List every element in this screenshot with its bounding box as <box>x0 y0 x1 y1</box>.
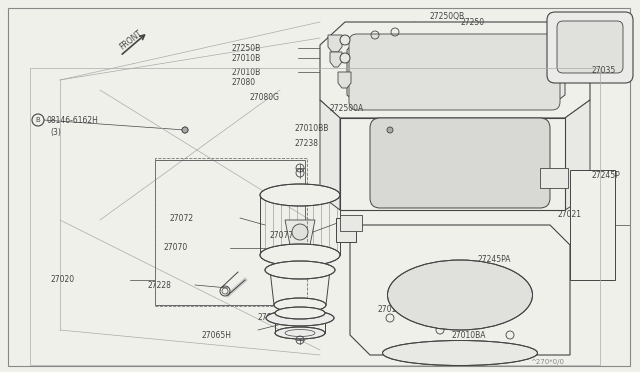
Text: 27020: 27020 <box>50 276 74 285</box>
Text: 27077: 27077 <box>270 231 294 240</box>
Text: B: B <box>36 117 40 123</box>
Ellipse shape <box>274 298 326 312</box>
Circle shape <box>340 35 350 45</box>
Text: 27021: 27021 <box>558 209 582 218</box>
Text: 27010BC: 27010BC <box>258 314 292 323</box>
Text: (3): (3) <box>50 128 61 137</box>
Polygon shape <box>347 35 565 108</box>
Text: 27245P: 27245P <box>592 170 621 180</box>
Text: 27245PA: 27245PA <box>478 256 511 264</box>
Polygon shape <box>328 35 342 52</box>
Text: FRONT: FRONT <box>118 29 144 52</box>
Circle shape <box>387 127 393 133</box>
Text: 27250B: 27250B <box>232 44 261 52</box>
Text: 27250QB: 27250QB <box>430 12 465 20</box>
Text: 27010BC: 27010BC <box>378 305 412 314</box>
Text: 27065H: 27065H <box>202 330 232 340</box>
Polygon shape <box>285 220 315 245</box>
Bar <box>336 218 356 242</box>
Text: 27080G: 27080G <box>250 93 280 102</box>
Ellipse shape <box>275 307 325 319</box>
FancyBboxPatch shape <box>370 118 550 208</box>
FancyBboxPatch shape <box>557 21 623 73</box>
Text: 27080: 27080 <box>232 77 256 87</box>
Polygon shape <box>330 52 342 67</box>
Text: 27010BA: 27010BA <box>452 330 486 340</box>
Text: 27010B: 27010B <box>232 54 261 62</box>
Ellipse shape <box>383 340 538 366</box>
Ellipse shape <box>260 184 340 206</box>
Bar <box>155 158 307 306</box>
Circle shape <box>292 224 308 240</box>
Circle shape <box>182 127 188 133</box>
Ellipse shape <box>275 327 325 339</box>
Text: 08146-6162H: 08146-6162H <box>46 115 98 125</box>
Ellipse shape <box>387 260 532 330</box>
Circle shape <box>340 53 350 63</box>
Bar <box>570 170 615 280</box>
Text: 27228: 27228 <box>148 280 172 289</box>
Polygon shape <box>565 100 590 210</box>
Text: 27250: 27250 <box>461 17 485 26</box>
Ellipse shape <box>265 261 335 279</box>
Text: 27072: 27072 <box>170 214 194 222</box>
Text: 27010BC: 27010BC <box>438 317 472 327</box>
FancyBboxPatch shape <box>547 12 633 83</box>
Text: 27010BB: 27010BB <box>295 124 330 132</box>
Bar <box>155 160 305 305</box>
Polygon shape <box>320 100 340 210</box>
FancyBboxPatch shape <box>349 34 560 110</box>
Bar <box>540 168 568 188</box>
Polygon shape <box>350 225 570 355</box>
Bar <box>340 215 362 231</box>
Polygon shape <box>340 118 565 210</box>
Text: 27035: 27035 <box>592 65 616 74</box>
Polygon shape <box>320 22 590 118</box>
Text: ^270*0/0: ^270*0/0 <box>530 359 564 365</box>
Ellipse shape <box>266 310 334 326</box>
Ellipse shape <box>260 244 340 266</box>
Text: 272500A: 272500A <box>330 103 364 112</box>
Text: 27070: 27070 <box>163 244 188 253</box>
Polygon shape <box>270 270 330 305</box>
Polygon shape <box>338 72 351 88</box>
Text: 27238: 27238 <box>295 138 319 148</box>
Text: 27010B: 27010B <box>232 67 261 77</box>
